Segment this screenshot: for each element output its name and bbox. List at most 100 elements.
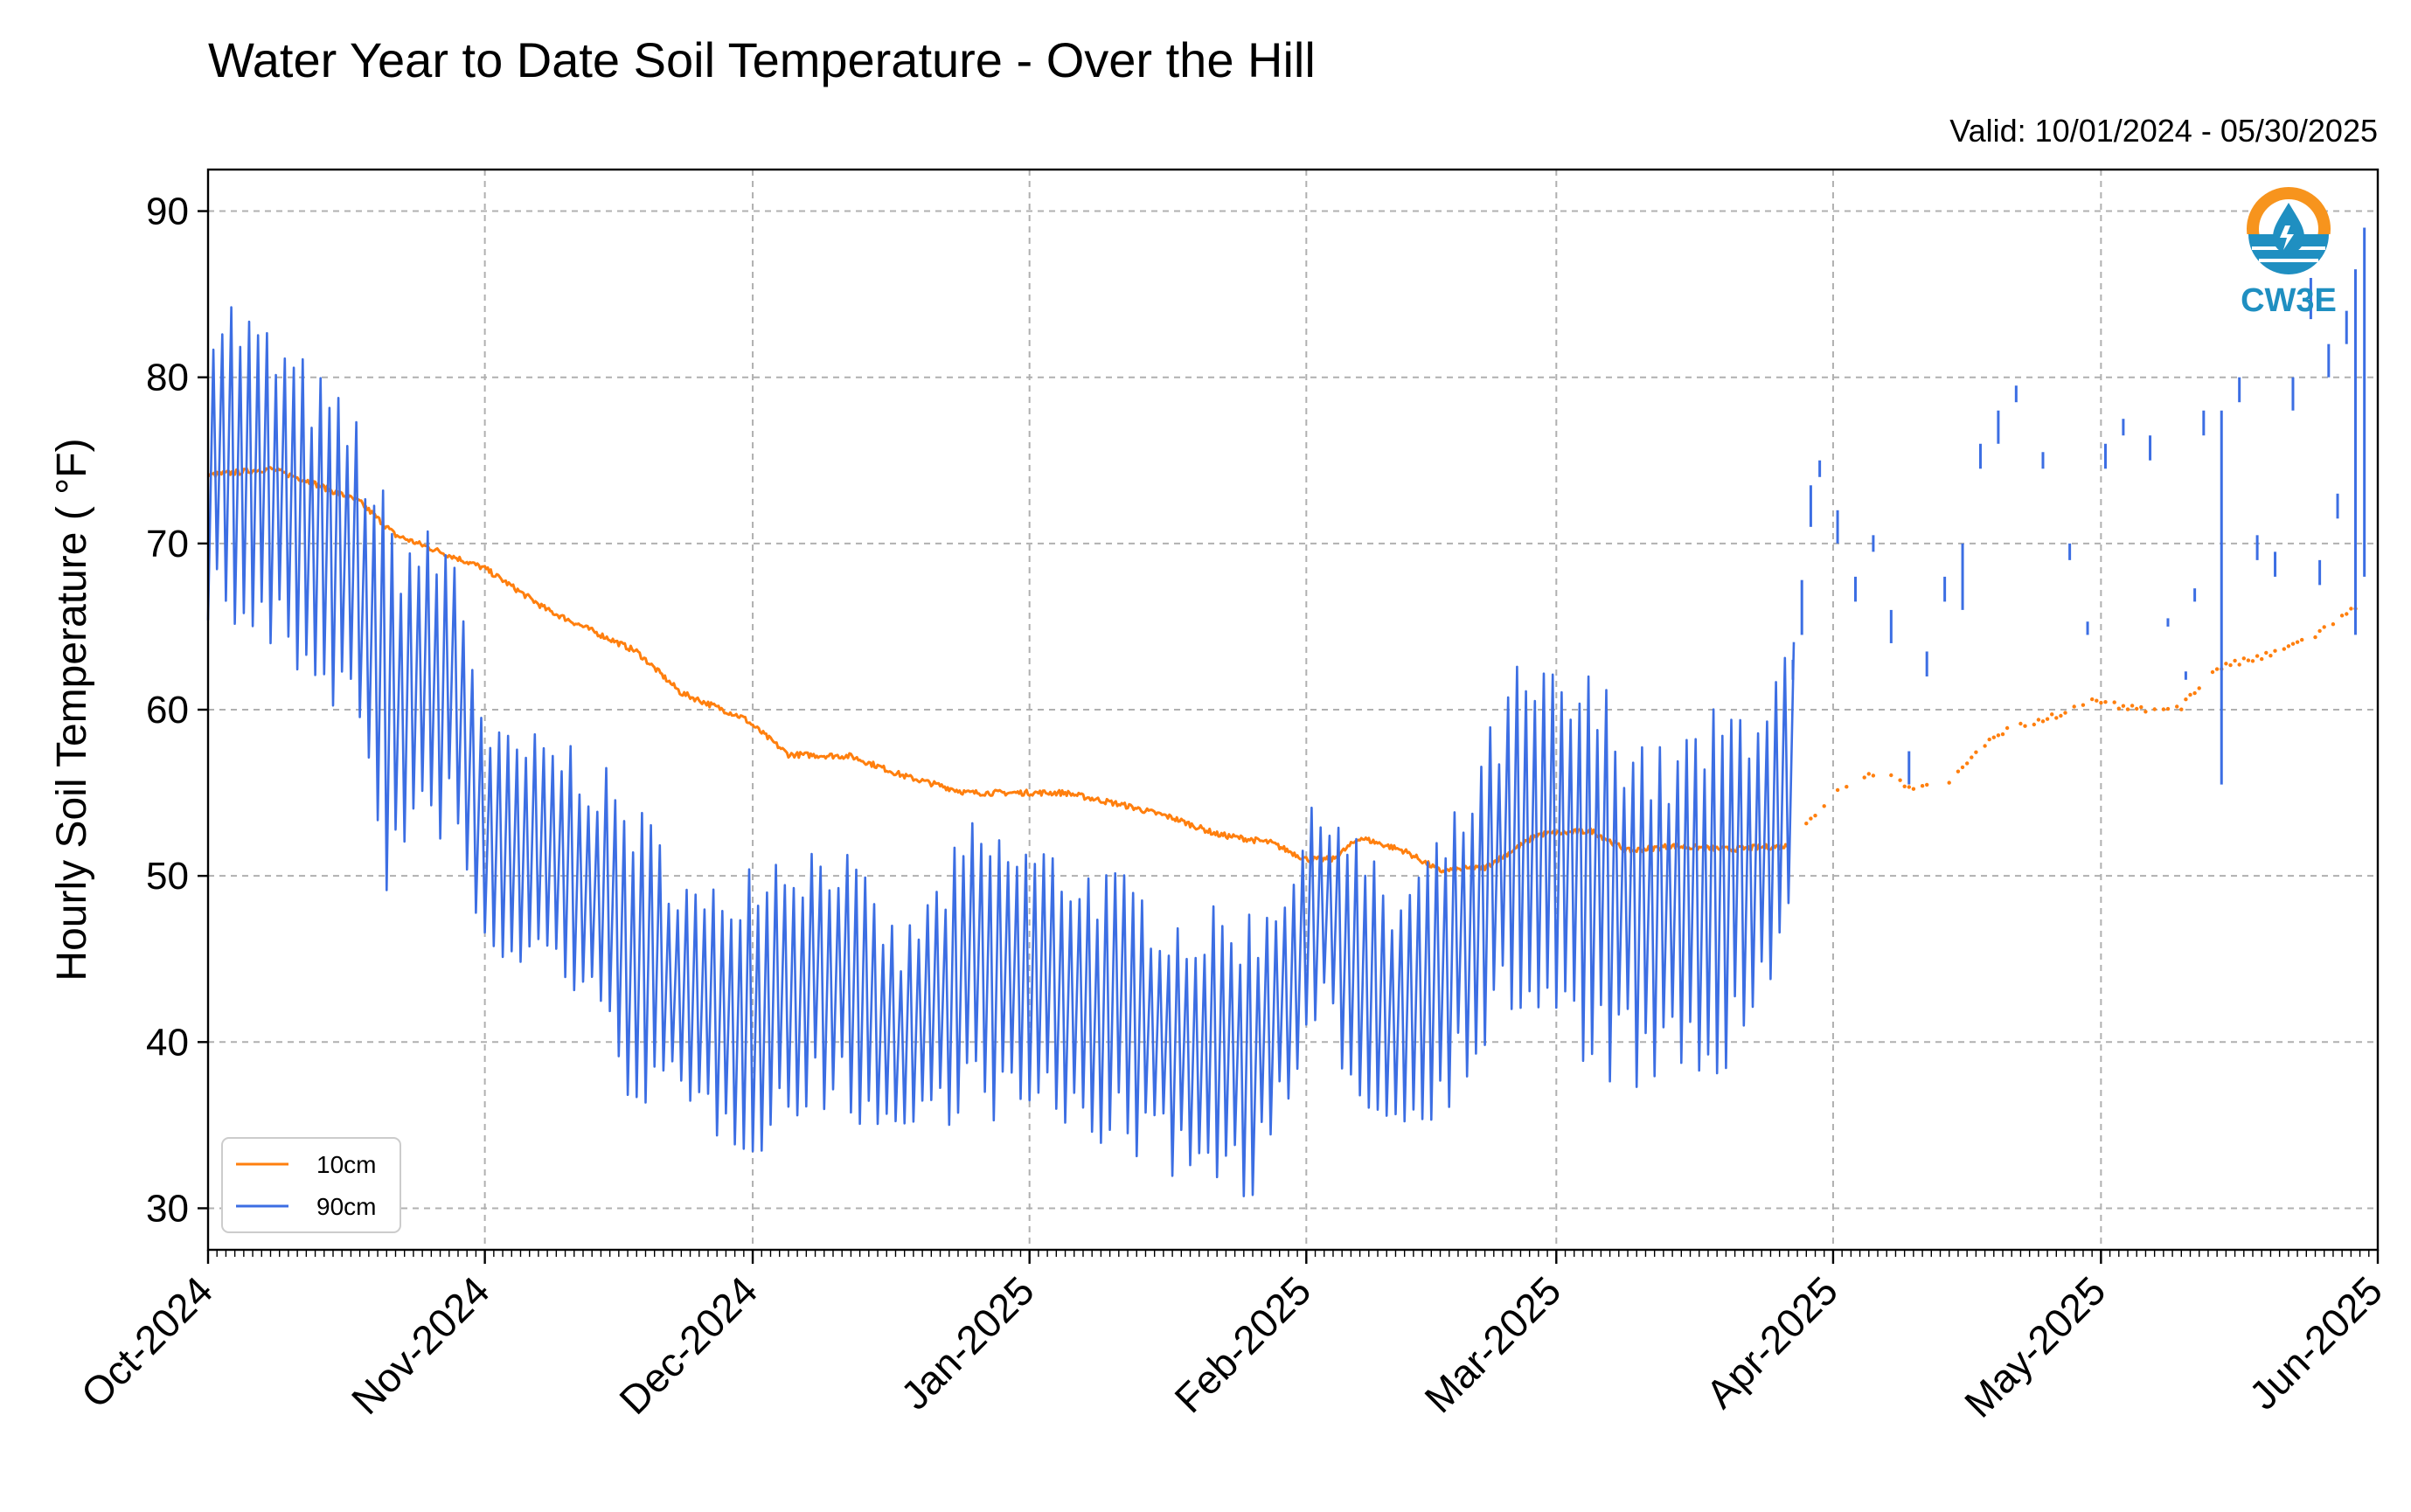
series-10cm-point xyxy=(2237,662,2241,667)
series-10cm-point xyxy=(2246,658,2251,662)
chart-title: Water Year to Date Soil Temperature - Ov… xyxy=(208,32,1316,87)
series-10cm-point xyxy=(2300,637,2304,642)
series-10cm-point xyxy=(1947,780,1951,785)
series-10cm-point xyxy=(2322,625,2326,629)
series-10cm-point xyxy=(1960,765,1965,770)
series-10cm-point xyxy=(1804,822,1809,826)
series-10cm-point xyxy=(2063,711,2067,715)
series-10cm-point xyxy=(2045,717,2050,721)
series-10cm-point xyxy=(2210,669,2215,675)
valid-date-range: Valid: 10/01/2024 - 05/30/2025 xyxy=(1949,113,2378,149)
series-10cm-point xyxy=(2099,700,2103,705)
series-10cm-point xyxy=(2188,692,2192,697)
y-tick-label: 50 xyxy=(146,855,189,898)
series-10cm-point xyxy=(2197,686,2201,690)
series-10cm-point xyxy=(1965,761,1970,766)
series-10cm-point xyxy=(2260,656,2264,662)
y-tick-label: 30 xyxy=(146,1187,189,1230)
y-tick-label: 90 xyxy=(146,191,189,233)
series-10cm-point xyxy=(2054,716,2059,720)
cw3e-logo: CW3E xyxy=(2241,187,2337,319)
series-10cm-point xyxy=(1925,782,1929,787)
series-10cm-point xyxy=(2130,704,2135,708)
series-10cm-point xyxy=(1822,804,1826,808)
series-10cm-point xyxy=(2295,640,2300,644)
series-10cm-point xyxy=(2116,706,2121,711)
series-10cm-point xyxy=(1845,785,1849,789)
series-10cm-point xyxy=(2349,607,2353,611)
series-10cm-point xyxy=(2161,707,2166,711)
series-10cm-point xyxy=(2241,656,2246,661)
series-10cm-point xyxy=(2121,704,2126,708)
series-10cm-point xyxy=(1911,787,1916,791)
series-10cm-point xyxy=(2081,703,2086,707)
series-10cm-point xyxy=(1907,785,1911,789)
series-10cm-point xyxy=(1866,772,1871,776)
series-10cm-point xyxy=(2103,700,2108,704)
series-10cm-point xyxy=(2036,718,2041,722)
series-10cm-point xyxy=(2286,644,2291,648)
series-10cm-point xyxy=(2339,614,2345,618)
series-10cm-point xyxy=(2050,712,2054,717)
logo-text: CW3E xyxy=(2241,282,2337,319)
series-10cm-point xyxy=(2005,725,2010,731)
series-10cm-line xyxy=(206,465,1789,874)
legend-box xyxy=(221,1137,401,1233)
series-10cm-point xyxy=(1871,773,1876,778)
series-10cm-point xyxy=(2032,722,2036,727)
series-10cm-point xyxy=(1898,778,1902,782)
series-10cm-point xyxy=(2282,647,2286,651)
series-10cm-point xyxy=(2090,697,2095,702)
series-10cm-point xyxy=(1809,816,1813,821)
series-10cm-point xyxy=(2139,704,2143,710)
series-10cm-point xyxy=(2018,721,2023,726)
series-10cm-point xyxy=(2000,732,2005,737)
grid-lines xyxy=(208,170,2378,1250)
series-10cm-point xyxy=(2224,662,2228,666)
y-tick-label: 40 xyxy=(146,1021,189,1064)
series-10cm-point xyxy=(2317,628,2322,634)
y-axis: 30 40 50 60 70 80 90 xyxy=(146,191,208,1230)
series-10cm-point xyxy=(2184,697,2188,702)
water-drop-icon xyxy=(2245,187,2332,278)
series-10cm-point xyxy=(2179,707,2184,711)
series-10cm-point xyxy=(2125,707,2130,711)
series-10cm-point xyxy=(2059,713,2063,718)
series-10cm-point xyxy=(2255,654,2260,658)
series-10cm-point xyxy=(2095,698,2099,703)
series-10cm-point xyxy=(1991,735,1996,739)
series-10cm-point xyxy=(2152,707,2157,711)
series-10cm-point xyxy=(2072,704,2076,709)
y-axis-label: Hourly Soil Temperature ( °F) xyxy=(49,438,95,981)
series-10cm-point xyxy=(2250,659,2255,663)
series-10cm-point xyxy=(1813,814,1817,818)
series-10cm-point xyxy=(2269,654,2273,658)
series-10cm-point xyxy=(1920,784,1925,788)
series-90cm xyxy=(206,227,2366,1197)
series-10cm-point xyxy=(1835,787,1840,793)
series-10cm-point xyxy=(1974,750,1978,754)
series-10cm-point xyxy=(2228,662,2233,668)
series-10cm-point xyxy=(2023,724,2027,728)
series-10cm-point xyxy=(1902,784,1907,788)
series-10cm-point xyxy=(2233,658,2237,663)
y-tick-label: 80 xyxy=(146,357,189,399)
series-10cm-point xyxy=(2290,642,2296,646)
series-10cm-point xyxy=(2264,650,2269,655)
series-10cm-point xyxy=(2165,706,2171,711)
series-10cm-point xyxy=(1862,775,1866,780)
series-10cm-point xyxy=(1996,733,2001,738)
series-10cm-point xyxy=(2313,635,2317,640)
legend-label-10cm: 10cm xyxy=(316,1151,376,1178)
series-10cm-point xyxy=(2135,706,2139,711)
series-10cm xyxy=(206,465,2358,874)
y-tick-label: 60 xyxy=(146,689,189,732)
series-90cm-line xyxy=(206,306,1796,1197)
legend-label-90cm: 90cm xyxy=(316,1193,376,1220)
series-10cm-point xyxy=(2143,710,2148,714)
series-10cm-point xyxy=(2040,719,2046,724)
series-10cm-point xyxy=(1983,744,1987,748)
